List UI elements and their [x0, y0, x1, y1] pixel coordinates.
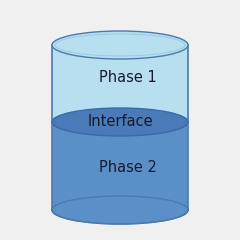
Text: Phase 1: Phase 1: [99, 70, 157, 85]
Text: Interface: Interface: [87, 114, 153, 128]
Ellipse shape: [52, 108, 188, 136]
Text: Phase 2: Phase 2: [99, 161, 157, 175]
Ellipse shape: [52, 31, 188, 59]
Polygon shape: [52, 45, 188, 122]
Ellipse shape: [52, 196, 188, 224]
Polygon shape: [52, 122, 188, 210]
Ellipse shape: [55, 34, 185, 56]
